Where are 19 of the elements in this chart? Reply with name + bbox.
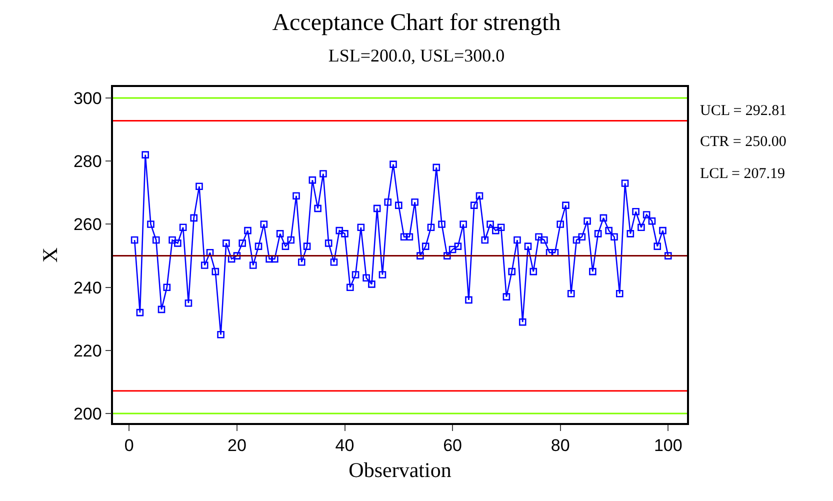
chart-subtitle: LSL=200.0, USL=300.0 <box>328 45 505 66</box>
x-tick-label: 60 <box>443 436 462 456</box>
y-tick-label: 260 <box>73 215 102 234</box>
text: LCL = 207.19 <box>700 166 785 182</box>
y-tick-label: 220 <box>73 341 102 360</box>
y-tick-label: 240 <box>73 278 102 298</box>
chart-title: Acceptance Chart for strength <box>272 10 561 36</box>
text: CTR = 250.00 <box>700 134 786 150</box>
y-axis-title: X <box>38 247 62 263</box>
x-tick-label: 20 <box>228 436 246 456</box>
x-axis-title: Observation <box>348 458 452 482</box>
x-tick-label: 40 <box>335 436 354 456</box>
y-tick-label: 200 <box>73 404 102 424</box>
y-tick-label: 280 <box>73 152 102 172</box>
x-tick-label: 80 <box>550 436 570 456</box>
y-tick-label: 300 <box>73 88 102 108</box>
text: UCL = 292.81 <box>700 103 787 119</box>
x-tick-label: 0 <box>124 436 134 456</box>
x-tick-label: 100 <box>654 436 682 456</box>
